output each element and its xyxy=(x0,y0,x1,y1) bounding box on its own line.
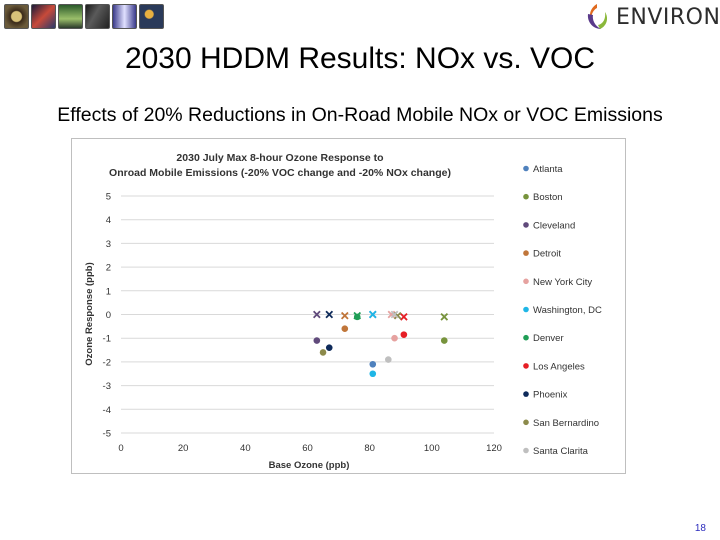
voc-point-detroit xyxy=(340,311,349,320)
nox-point-boston xyxy=(440,337,448,344)
voc-point-denver xyxy=(353,311,362,320)
x-axis-ticks: 0 20 40 60 80 100 120 xyxy=(118,443,502,454)
nox-point-santa-clarita xyxy=(385,356,392,363)
legend-label-new-york-city: New York City xyxy=(533,277,592,288)
ozone-scatter-chart: 2030 July Max 8-hour Ozone Response to O… xyxy=(84,152,670,471)
legend-marker-washington-dc xyxy=(523,306,529,313)
legend-label-boston: Boston xyxy=(533,192,563,203)
voc-point-washington-dc xyxy=(368,310,377,319)
environ-logo: ENVIRON xyxy=(584,2,720,32)
nox-point-los-angeles xyxy=(400,331,408,338)
nox-point-new-york-city xyxy=(391,334,398,342)
logo-tile-2 xyxy=(31,4,56,29)
legend-marker-san-bernardino xyxy=(523,419,529,426)
legend-marker-denver xyxy=(523,334,529,341)
y-tick-label: -5 xyxy=(103,429,111,440)
voc-point-los-angeles xyxy=(400,313,408,321)
y-tick-label: -3 xyxy=(103,381,111,392)
x-tick-label: 0 xyxy=(118,443,123,454)
nox-point-washington-dc xyxy=(369,370,377,378)
y-tick-label: -2 xyxy=(103,357,111,368)
x-tick-label: 80 xyxy=(364,443,375,454)
y-tick-label: -4 xyxy=(103,405,111,416)
legend-label-washington-dc: Washington, DC xyxy=(533,305,602,316)
y-tick-label: 2 xyxy=(106,263,111,274)
slide-title: 2030 HDDM Results: NOx vs. VOC xyxy=(124,42,596,75)
logo-tile-5 xyxy=(112,4,137,29)
y-tick-label: 1 xyxy=(106,286,111,297)
y-tick-label: -1 xyxy=(103,334,111,345)
y-tick-label: 0 xyxy=(106,310,111,321)
legend-marker-boston xyxy=(523,193,529,200)
logo-tile-3 xyxy=(58,4,83,29)
voc-point-cleveland xyxy=(312,310,321,319)
nox-point-cleveland xyxy=(313,337,321,344)
x-tick-label: 100 xyxy=(424,443,440,454)
voc-point-boston xyxy=(440,313,449,321)
y-tick-label: 5 xyxy=(106,192,111,203)
x-tick-label: 60 xyxy=(302,443,313,454)
legend-marker-los-angeles xyxy=(523,363,529,369)
environ-brand-text: ENVIRON xyxy=(616,4,720,30)
data-points xyxy=(312,310,449,378)
x-tick-label: 120 xyxy=(486,443,502,454)
y-axis-ticks: 5 4 3 2 1 0 -1 -2 -3 -4 -5 xyxy=(103,192,111,440)
logo-tile-1 xyxy=(4,4,29,29)
nox-point-atlanta xyxy=(369,360,377,368)
y-axis-label: Ozone Response (ppb) xyxy=(84,262,95,365)
environ-swirl-icon xyxy=(587,4,608,29)
legend-marker-phoenix xyxy=(523,391,529,397)
legend-label-detroit: Detroit xyxy=(533,249,561,260)
gridlines xyxy=(121,195,494,434)
x-axis-label: Base Ozone (ppb) xyxy=(269,460,350,471)
nox-point-detroit xyxy=(341,325,349,333)
logo-tile-4 xyxy=(85,4,110,29)
chart-title-line-1: 2030 July Max 8-hour Ozone Response to xyxy=(176,152,383,164)
slide-subtitle: Effects of 20% Reductions in On-Road Mob… xyxy=(57,104,663,126)
voc-point-santa-clarita xyxy=(390,310,399,319)
chart-title-line-2: Onroad Mobile Emissions (-20% VOC change… xyxy=(109,167,451,179)
page-number: 18 xyxy=(694,523,706,534)
legend-marker-atlanta xyxy=(523,165,529,172)
legend-marker-detroit xyxy=(523,250,529,256)
legend: Atlanta Boston Cleveland Detroit New York Ci… xyxy=(523,164,670,457)
legend-label-san-bernardino: San Bernardino xyxy=(533,418,599,429)
legend-label-atlanta: Atlanta xyxy=(533,164,563,175)
chart-frame: 2030 July Max 8-hour Ozone Response to O… xyxy=(71,138,670,474)
legend-marker-santa-clarita xyxy=(523,447,529,454)
nox-point-san-bernardino xyxy=(319,349,327,356)
y-tick-label: 4 xyxy=(106,215,111,226)
y-tick-label: 3 xyxy=(106,239,111,250)
partner-logos xyxy=(4,4,164,29)
legend-marker-new-york-city xyxy=(523,278,529,285)
legend-label-cleveland: Cleveland xyxy=(533,220,575,231)
voc-point-phoenix xyxy=(325,310,334,319)
x-tick-label: 20 xyxy=(178,443,189,454)
legend-label-phoenix: Phoenix xyxy=(533,390,568,401)
logo-tile-6 xyxy=(139,4,164,29)
legend-label-santa-clarita: Santa Clarita xyxy=(533,446,589,457)
x-tick-label: 40 xyxy=(240,443,251,454)
legend-label-los-angeles: Los Angeles xyxy=(533,361,585,372)
legend-marker-cleveland xyxy=(523,222,529,228)
nox-point-phoenix xyxy=(325,344,333,351)
legend-label-denver: Denver xyxy=(533,333,564,344)
